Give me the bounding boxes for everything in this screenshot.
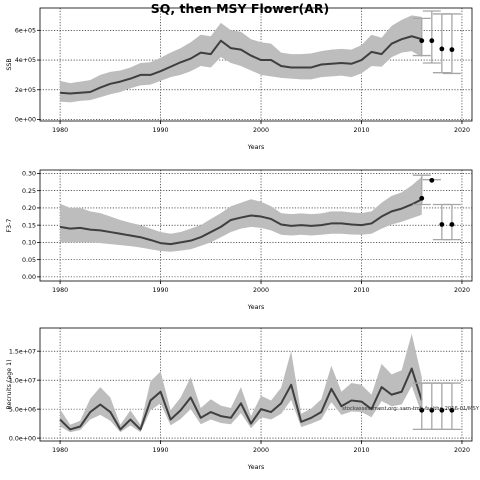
forecast-point (429, 407, 435, 413)
forecast-point (439, 46, 445, 52)
ssb-axes-frame (39, 7, 473, 122)
x-tick-label: 2020 (454, 127, 470, 134)
recruits-axes-frame (39, 327, 473, 442)
forecast-point (439, 407, 445, 413)
fbar-panel: 1980 1990 2000 2010 2020 0.00 0.05 0.10 0.15 0.20… (6, 169, 473, 311)
y-tick-label: 0.20 (22, 205, 36, 212)
forecast-point (449, 407, 455, 413)
y-tick-label: 2e+05 (15, 87, 36, 94)
ssb-confidence-band (60, 15, 422, 103)
fbar-y-axis-label: F3-7 (6, 219, 13, 233)
forecast-point (439, 222, 445, 227)
x-tick-label: 1990 (153, 127, 169, 134)
x-tick-label: 2020 (454, 287, 470, 294)
x-tick-label: 1990 (153, 287, 169, 294)
y-tick-label: 1.5e+07 (9, 348, 36, 355)
forecast-point (419, 407, 425, 413)
ssb-estimate-line (60, 35, 423, 95)
x-tick-label: 1980 (52, 447, 68, 454)
y-tick-label: 4e+05 (15, 57, 36, 64)
ssb-panel: 1980 1990 2000 2010 2020 0e+00 2e+05 4e+05 6e+05… (6, 7, 473, 151)
recruits-panel: 1980 1990 2000 2010 2020 0.0e+00 5.0e+06 1.0e+0… (6, 327, 473, 471)
y-tick-label: 0.0e+00 (9, 435, 36, 442)
y-tick-label: 6e+05 (15, 28, 36, 35)
fbar-x-axis-label: Years (247, 304, 265, 311)
forecast-point (419, 38, 425, 44)
recruits-confidence-band (60, 333, 422, 433)
y-tick-label: 5.0e+06 (9, 406, 36, 413)
x-tick-label: 1980 (52, 287, 68, 294)
figure-title: SQ, then MSY Flower(AR) (151, 1, 330, 16)
y-tick-label: 0.10 (22, 240, 36, 247)
x-tick-label: 2000 (253, 127, 269, 134)
x-tick-label: 2010 (353, 287, 369, 294)
fbar-confidence-band (60, 176, 422, 252)
recruits-x-axis-label: Years (247, 464, 265, 471)
x-tick-label: 2020 (454, 447, 470, 454)
forecast-point (419, 195, 425, 201)
source-footnote: stockassessment.org: sam-tmb-fsaithe-201… (342, 406, 480, 412)
recruits-y-axis-label: Recruits (age 1) (6, 359, 13, 409)
y-tick-label: 0.25 (22, 188, 36, 195)
y-tick-label: 1.0e+07 (9, 377, 36, 384)
forecast-point (429, 177, 435, 183)
y-tick-label: 0.30 (22, 171, 36, 178)
y-tick-label: 0e+00 (15, 117, 36, 124)
x-tick-label: 2000 (253, 447, 269, 454)
forecast-point (449, 47, 455, 53)
x-tick-label: 2010 (353, 127, 369, 134)
ssb-x-axis-label: Years (247, 144, 265, 151)
ssb-y-axis-label: SSB (6, 58, 13, 70)
forecast-point (449, 222, 455, 227)
fbar-estimate-line (59, 198, 423, 246)
x-tick-label: 2010 (353, 447, 369, 454)
recruits-estimate-line (59, 367, 423, 431)
panels-group: 1980 1990 2000 2010 2020 0e+00 2e+05 4e+05 6e+05… (6, 7, 480, 471)
x-tick-label: 2000 (253, 287, 269, 294)
forecast-point (429, 38, 435, 44)
x-tick-label: 1990 (153, 447, 169, 454)
y-tick-label: 0.05 (22, 257, 36, 264)
x-tick-label: 1980 (52, 127, 68, 134)
y-tick-label: 0.00 (22, 274, 36, 281)
y-tick-label: 0.15 (22, 222, 36, 229)
